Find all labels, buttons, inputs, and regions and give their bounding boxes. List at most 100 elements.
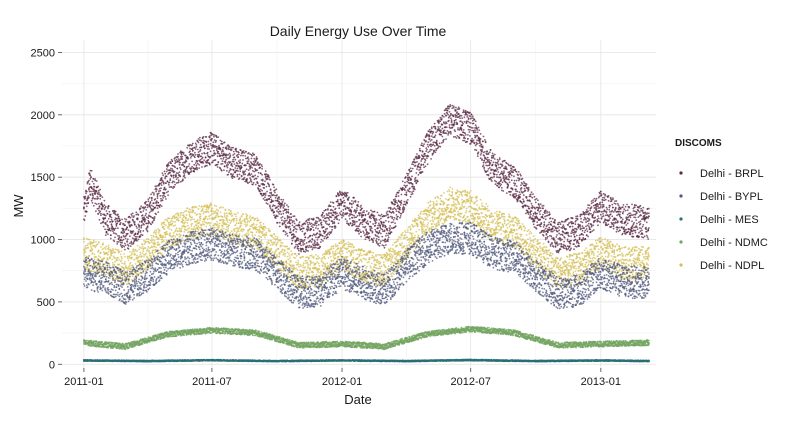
- data-point: [221, 141, 223, 143]
- data-point: [335, 208, 337, 210]
- data-point: [640, 228, 642, 230]
- data-point: [95, 198, 97, 200]
- data-point: [557, 244, 559, 246]
- data-point: [636, 223, 638, 225]
- data-point: [190, 157, 192, 159]
- data-point: [405, 204, 407, 206]
- data-point: [412, 168, 414, 170]
- data-point: [118, 237, 120, 239]
- data-point: [382, 226, 384, 228]
- data-point: [249, 163, 251, 165]
- data-point: [162, 174, 164, 176]
- data-point: [111, 217, 113, 219]
- data-point: [248, 152, 250, 154]
- data-point: [244, 170, 246, 172]
- data-point: [124, 243, 126, 245]
- data-point: [359, 229, 361, 231]
- data-point: [351, 200, 353, 202]
- data-point: [128, 248, 130, 250]
- data-point: [538, 203, 540, 205]
- data-point: [633, 236, 635, 238]
- data-point: [237, 163, 239, 165]
- data-point: [490, 172, 492, 174]
- data-point: [163, 221, 165, 223]
- data-point: [181, 158, 183, 160]
- data-point: [149, 204, 151, 206]
- data-point: [560, 238, 562, 240]
- data-point: [186, 214, 188, 216]
- data-point: [333, 221, 335, 223]
- data-point: [420, 150, 422, 152]
- data-point: [438, 119, 440, 121]
- data-point: [258, 172, 260, 174]
- data-point: [93, 183, 95, 185]
- data-point: [645, 229, 647, 231]
- data-point: [446, 123, 448, 125]
- data-point: [545, 209, 547, 211]
- data-point: [304, 239, 306, 241]
- data-point: [239, 170, 241, 172]
- data-point: [465, 110, 467, 112]
- data-point: [333, 214, 335, 216]
- data-point: [418, 163, 420, 165]
- data-point: [589, 228, 591, 230]
- data-point: [307, 237, 309, 239]
- data-point: [167, 194, 169, 196]
- data-point: [91, 200, 93, 202]
- data-point: [182, 164, 184, 166]
- data-point: [144, 221, 146, 223]
- data-point: [620, 211, 622, 213]
- data-point: [163, 240, 165, 242]
- data-point: [427, 144, 429, 146]
- data-point: [107, 225, 109, 227]
- data-point: [287, 218, 289, 220]
- data-point: [621, 222, 623, 224]
- data-point: [140, 227, 142, 229]
- data-point: [331, 231, 333, 233]
- data-point: [234, 163, 236, 165]
- data-point: [322, 212, 324, 214]
- data-point: [161, 224, 163, 226]
- data-point: [616, 214, 618, 216]
- data-point: [284, 218, 286, 220]
- data-point: [261, 166, 263, 168]
- data-point: [546, 211, 548, 213]
- data-point: [113, 229, 115, 231]
- data-point: [519, 196, 521, 198]
- data-point: [553, 246, 555, 248]
- data-point: [389, 210, 391, 212]
- data-point: [301, 225, 303, 227]
- data-point: [134, 221, 136, 223]
- data-point: [648, 215, 650, 217]
- data-point: [480, 144, 482, 146]
- data-point: [312, 227, 314, 229]
- data-point: [384, 239, 386, 241]
- data-point: [598, 220, 600, 222]
- data-point: [368, 238, 370, 240]
- data-point: [502, 190, 504, 192]
- data-point: [140, 205, 142, 207]
- data-point: [265, 170, 267, 172]
- data-point: [415, 177, 417, 179]
- data-point: [287, 235, 289, 237]
- data-point: [409, 191, 411, 193]
- data-point: [429, 151, 431, 153]
- data-point: [170, 162, 172, 164]
- data-point: [225, 159, 227, 161]
- data-point: [209, 206, 211, 208]
- data-point: [159, 246, 161, 248]
- data-point: [165, 182, 167, 184]
- data-point: [388, 216, 390, 218]
- data-point: [514, 169, 516, 171]
- data-point: [597, 224, 599, 226]
- data-point: [328, 214, 330, 216]
- data-point: [157, 241, 159, 243]
- data-point: [634, 206, 636, 208]
- data-point: [578, 243, 580, 245]
- data-point: [190, 219, 192, 221]
- data-point: [166, 175, 168, 177]
- data-point: [121, 250, 123, 252]
- data-point: [583, 219, 585, 221]
- data-point: [506, 168, 508, 170]
- data-point: [464, 132, 466, 134]
